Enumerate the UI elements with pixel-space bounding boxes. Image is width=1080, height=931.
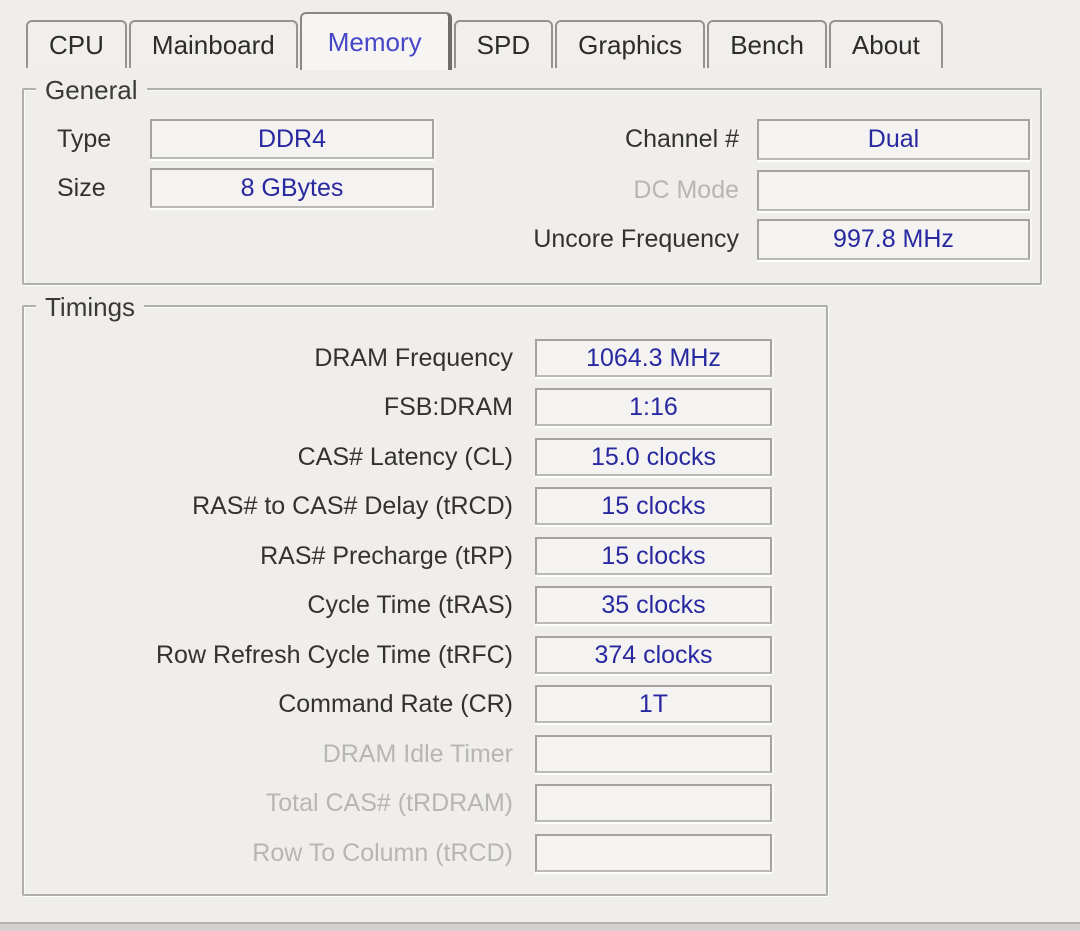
total-cas-value bbox=[535, 784, 772, 822]
general-legend: General bbox=[36, 73, 147, 107]
tab-memory[interactable]: Memory bbox=[299, 12, 452, 70]
ras-to-cas-delay-label: RAS# to CAS# Delay (tRCD) bbox=[192, 491, 513, 520]
cycle-time-value: 35 clocks bbox=[535, 586, 772, 624]
command-rate-label: Command Rate (CR) bbox=[278, 689, 513, 718]
cas-latency-value: 15.0 clocks bbox=[535, 438, 772, 476]
tab-bench[interactable]: Bench bbox=[707, 20, 827, 68]
window-bottom-edge bbox=[0, 922, 1080, 931]
row-to-column-label: Row To Column (tRCD) bbox=[252, 838, 513, 867]
channel-label: Channel # bbox=[625, 124, 739, 153]
dram-idle-timer-value bbox=[535, 735, 772, 773]
type-value: DDR4 bbox=[150, 119, 434, 159]
uncore-frequency-value: 997.8 MHz bbox=[757, 219, 1030, 260]
fsb-dram-label: FSB:DRAM bbox=[383, 392, 513, 421]
size-label: Size bbox=[57, 173, 106, 202]
row-refresh-cycle-time-label: Row Refresh Cycle Time (tRFC) bbox=[156, 640, 513, 669]
dram-frequency-value: 1064.3 MHz bbox=[535, 339, 772, 377]
uncore-frequency-label: Uncore Frequency bbox=[533, 224, 739, 253]
row-refresh-cycle-time-value: 374 clocks bbox=[535, 636, 772, 674]
dc-mode-label: DC Mode bbox=[633, 175, 739, 204]
timings-legend: Timings bbox=[36, 290, 145, 324]
tab-cpu[interactable]: CPU bbox=[26, 20, 127, 68]
row-to-column-value bbox=[535, 834, 772, 872]
tab-bar: CPU Mainboard Memory SPD Graphics Bench … bbox=[26, 12, 945, 70]
size-value: 8 GBytes bbox=[150, 168, 434, 208]
tab-spd[interactable]: SPD bbox=[453, 20, 554, 68]
dram-frequency-label: DRAM Frequency bbox=[314, 343, 513, 372]
dram-idle-timer-label: DRAM Idle Timer bbox=[322, 739, 513, 768]
cycle-time-label: Cycle Time (tRAS) bbox=[307, 590, 513, 619]
total-cas-label: Total CAS# (tRDRAM) bbox=[265, 788, 513, 817]
tab-about[interactable]: About bbox=[828, 20, 943, 68]
tab-graphics[interactable]: Graphics bbox=[555, 20, 706, 68]
ras-precharge-value: 15 clocks bbox=[535, 537, 772, 575]
fsb-dram-value: 1:16 bbox=[535, 388, 772, 426]
ras-to-cas-delay-value: 15 clocks bbox=[535, 487, 772, 525]
groupbox-general: General Type DDR4 Size 8 GBytes Channel … bbox=[22, 73, 1042, 285]
groupbox-timings: Timings DRAM Frequency 1064.3 MHz FSB:DR… bbox=[22, 290, 828, 896]
tab-mainboard[interactable]: Mainboard bbox=[128, 20, 298, 68]
type-label: Type bbox=[57, 124, 112, 153]
ras-precharge-label: RAS# Precharge (tRP) bbox=[260, 541, 513, 570]
dc-mode-value bbox=[757, 170, 1030, 211]
cas-latency-label: CAS# Latency (CL) bbox=[297, 442, 513, 471]
channel-value: Dual bbox=[757, 119, 1030, 160]
command-rate-value: 1T bbox=[535, 685, 772, 723]
